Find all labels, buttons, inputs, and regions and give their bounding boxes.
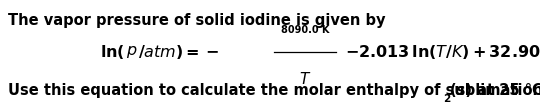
Text: (s) at 25 °C.: (s) at 25 °C.	[450, 83, 540, 98]
Text: Use this equation to calculate the molar enthalpy of sublimation of I: Use this equation to calculate the molar…	[8, 83, 540, 98]
Text: $\mathbf{- 2.013\,ln(\mathit{T}/\mathit{K}) + 32.908}$: $\mathbf{- 2.013\,ln(\mathit{T}/\mathit{…	[345, 43, 540, 61]
Text: The vapor pressure of solid iodine is given by: The vapor pressure of solid iodine is gi…	[8, 13, 386, 28]
Text: $\mathbf{/\mathit{atm}) = -}$: $\mathbf{/\mathit{atm}) = -}$	[138, 43, 219, 61]
Text: 2: 2	[443, 94, 450, 104]
Text: 8090.0 K: 8090.0 K	[281, 25, 329, 35]
Text: $\mathbf{\mathit{p}}$: $\mathbf{\mathit{p}}$	[126, 44, 137, 60]
Text: $\mathbf{\mathit{T}}$: $\mathbf{\mathit{T}}$	[299, 71, 311, 87]
Text: $\mathbf{ln(}$: $\mathbf{ln(}$	[100, 43, 125, 61]
